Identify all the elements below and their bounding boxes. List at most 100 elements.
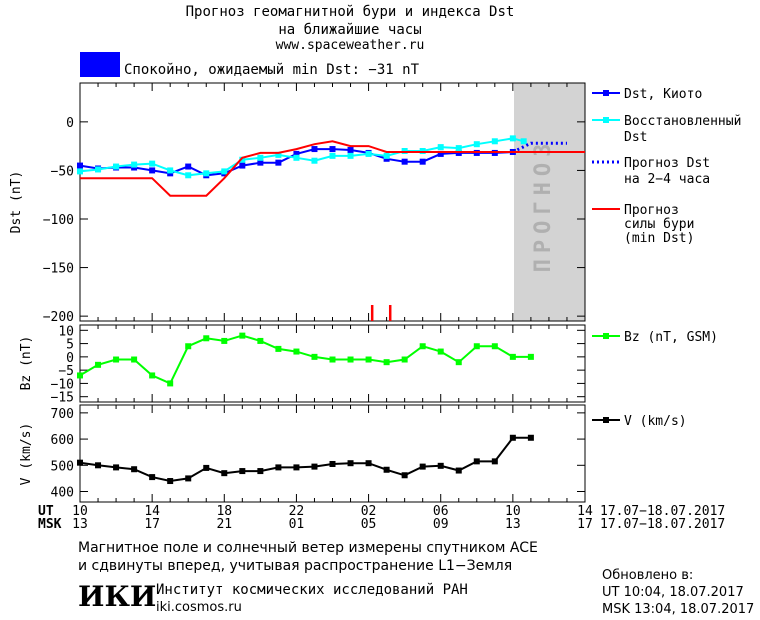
status-indicator	[80, 52, 120, 77]
data-point	[167, 380, 174, 387]
ut-tick-label: 14	[577, 504, 593, 519]
data-point	[257, 468, 264, 475]
data-point	[365, 150, 372, 157]
data-point	[527, 353, 534, 360]
data-point	[473, 141, 480, 148]
data-point	[113, 356, 120, 363]
data-point	[77, 459, 83, 466]
chart-subtitle: на ближайшие часы	[278, 22, 422, 38]
data-point	[167, 167, 174, 174]
data-point	[347, 460, 354, 467]
series-line-0	[79, 334, 531, 385]
data-point	[473, 343, 480, 350]
y-tick-label: 400	[51, 486, 74, 501]
data-point	[77, 168, 83, 175]
y-tick-label: −150	[43, 262, 74, 277]
data-point	[95, 361, 102, 368]
legend: Dst, Киото Восстановленный Dst Прогноз D…	[592, 87, 749, 429]
legend-v: V (km/s)	[624, 414, 687, 429]
info-text-line2: и сдвинуты вперед, учитывая распростране…	[78, 558, 513, 574]
data-point	[329, 460, 336, 467]
institute-url[interactable]: iki.cosmos.ru	[156, 600, 242, 615]
data-point	[473, 458, 480, 465]
data-point	[365, 356, 372, 363]
y-tick-label: 700	[51, 407, 74, 422]
msk-tick-label: 09	[433, 517, 449, 530]
data-point	[149, 372, 156, 379]
data-point	[311, 146, 318, 153]
ut-tick-label: 02	[361, 504, 377, 519]
institute-logo: ИКИ	[78, 580, 157, 613]
data-point	[185, 343, 192, 350]
data-point	[131, 161, 138, 168]
data-point	[275, 345, 282, 352]
data-point	[311, 463, 318, 470]
data-point	[419, 158, 426, 165]
data-point	[185, 163, 192, 170]
data-point	[239, 332, 246, 339]
msk-label: MSK	[38, 517, 62, 530]
status-text: Спокойно, ожидаемый min Dst: −31 nT	[124, 62, 420, 78]
data-point	[275, 159, 282, 166]
data-point	[520, 138, 527, 145]
data-point	[347, 152, 354, 159]
data-point	[329, 146, 336, 153]
msk-tick-label: 17	[577, 517, 593, 530]
data-point	[491, 458, 498, 465]
y-tick-label: −10	[51, 377, 74, 392]
data-point	[455, 467, 462, 474]
data-point	[365, 460, 372, 467]
y-tick-label: 10	[58, 324, 74, 339]
date-range-ut: 17.07−18.07.2017	[600, 504, 725, 519]
y-tick-label: 600	[51, 433, 74, 448]
ut-label: UT	[38, 504, 54, 519]
msk-tick-label: 13	[72, 517, 88, 530]
ut-tick-label: 10	[505, 504, 521, 519]
data-point	[221, 168, 228, 175]
data-point	[77, 162, 83, 169]
legend-dst-kyoto: Dst, Киото	[624, 87, 702, 102]
data-point	[203, 464, 210, 471]
chart-title: Прогноз геомагнитной бури и индекса Dst	[185, 4, 515, 20]
data-point	[455, 145, 462, 152]
legend-storm-forecast: Прогноз силы бури (min Dst)	[624, 203, 702, 246]
ut-tick-label: 14	[144, 504, 160, 519]
data-point	[437, 150, 444, 157]
data-point	[275, 464, 282, 471]
data-point	[131, 356, 138, 363]
y-tick-label: −100	[43, 213, 74, 228]
msk-tick-label: 01	[289, 517, 305, 530]
data-point	[329, 152, 336, 159]
ut-tick-label: 18	[216, 504, 232, 519]
dst-axis-label: Dst (nT)	[9, 171, 24, 234]
legend-bz: Bz (nT, GSM)	[624, 330, 718, 345]
data-point	[203, 170, 210, 177]
data-point	[509, 135, 516, 142]
data-point	[77, 372, 83, 379]
v-axis-label: V (km/s)	[19, 423, 34, 486]
msk-tick-label: 17	[144, 517, 160, 530]
msk-tick-label: 21	[216, 517, 232, 530]
data-point	[455, 359, 462, 366]
ut-tick-label: 22	[289, 504, 305, 519]
forecast-zone	[514, 83, 585, 321]
data-point	[419, 463, 426, 470]
data-point	[383, 359, 390, 366]
data-point	[239, 468, 246, 475]
data-point	[509, 434, 516, 441]
data-point	[149, 160, 156, 167]
data-point	[257, 154, 264, 161]
data-point	[311, 157, 318, 164]
data-point	[149, 167, 156, 174]
data-point	[257, 159, 264, 166]
data-point	[401, 472, 408, 479]
y-tick-label: 0	[66, 351, 74, 366]
data-point	[221, 470, 228, 477]
ut-tick-label: 06	[433, 504, 449, 519]
data-point	[221, 337, 228, 344]
series-line-3	[80, 140, 585, 197]
legend-restored-dst: Восстановленный Dst	[624, 114, 749, 145]
data-point	[401, 158, 408, 165]
